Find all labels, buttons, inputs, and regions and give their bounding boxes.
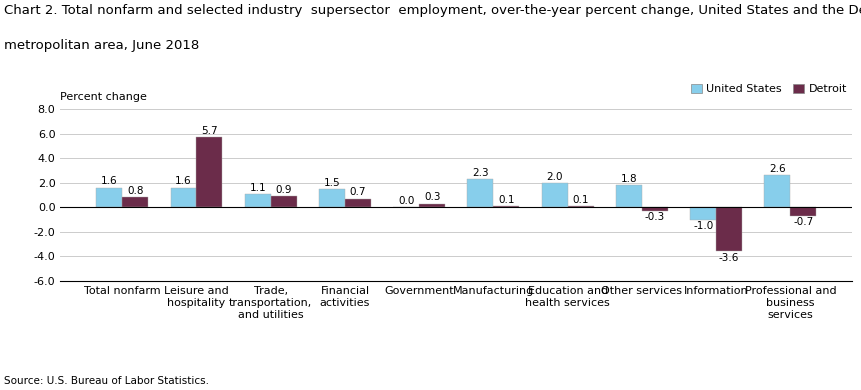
Text: metropolitan area, June 2018: metropolitan area, June 2018 <box>4 39 200 52</box>
Legend: United States, Detroit: United States, Detroit <box>691 84 847 94</box>
Text: Chart 2. Total nonfarm and selected industry  supersector  employment, over-the-: Chart 2. Total nonfarm and selected indu… <box>4 4 861 17</box>
Bar <box>245 194 270 207</box>
Bar <box>567 206 594 207</box>
Bar <box>270 196 297 207</box>
Text: 0.7: 0.7 <box>350 188 366 197</box>
Text: 5.7: 5.7 <box>201 126 218 136</box>
Bar <box>716 207 742 252</box>
Text: 1.1: 1.1 <box>250 183 266 193</box>
Text: 0.9: 0.9 <box>276 185 292 195</box>
Text: 2.0: 2.0 <box>547 172 563 181</box>
Text: 0.1: 0.1 <box>499 195 515 205</box>
Text: -1.0: -1.0 <box>693 221 713 231</box>
Text: -0.3: -0.3 <box>645 212 665 222</box>
Bar <box>493 206 519 207</box>
Text: -3.6: -3.6 <box>719 253 740 262</box>
Bar <box>419 204 445 207</box>
Text: 0.0: 0.0 <box>398 196 414 206</box>
Text: 2.6: 2.6 <box>769 164 786 174</box>
Bar <box>468 179 493 207</box>
Text: 2.3: 2.3 <box>472 168 489 178</box>
Text: 1.6: 1.6 <box>175 176 192 186</box>
Bar <box>196 137 222 207</box>
Text: 0.3: 0.3 <box>424 192 441 202</box>
Bar <box>691 207 716 220</box>
Text: Source: U.S. Bureau of Labor Statistics.: Source: U.S. Bureau of Labor Statistics. <box>4 376 209 386</box>
Text: 1.5: 1.5 <box>324 178 340 188</box>
Text: Percent change: Percent change <box>60 92 147 102</box>
Bar <box>542 183 567 207</box>
Bar <box>122 197 148 207</box>
Text: 0.8: 0.8 <box>127 186 144 196</box>
Bar <box>790 207 816 216</box>
Bar <box>319 189 345 207</box>
Bar <box>616 185 642 207</box>
Bar <box>170 188 196 207</box>
Text: 0.1: 0.1 <box>573 195 589 205</box>
Bar <box>765 176 790 207</box>
Bar <box>642 207 668 211</box>
Bar <box>345 199 371 207</box>
Text: 1.8: 1.8 <box>621 174 637 184</box>
Bar <box>96 188 122 207</box>
Text: 1.6: 1.6 <box>101 176 118 186</box>
Text: -0.7: -0.7 <box>793 217 814 227</box>
